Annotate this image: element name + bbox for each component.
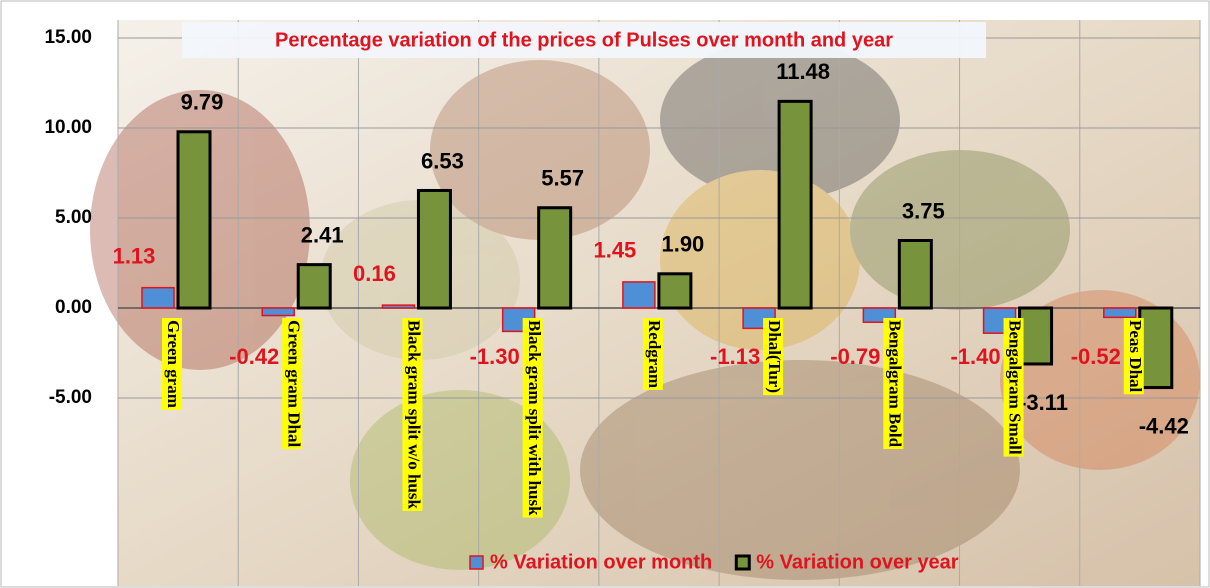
value-label: 1.13 bbox=[113, 243, 156, 268]
x-tick: Redgram bbox=[643, 318, 664, 390]
legend-swatch bbox=[470, 556, 483, 569]
x-tick-label: Black gram split with husk bbox=[525, 320, 544, 516]
chart-title: Percentage variation of the prices of Pu… bbox=[275, 29, 893, 51]
bar bbox=[418, 190, 450, 308]
value-label: 6.53 bbox=[421, 148, 464, 173]
chart: Percentage variation of the prices of Pu… bbox=[0, 0, 1210, 588]
bar bbox=[298, 265, 330, 308]
x-tick-label: Redgram bbox=[645, 320, 664, 388]
x-tick: Bengalgram Bold bbox=[883, 318, 904, 449]
bar bbox=[142, 288, 174, 308]
x-tick-label: Bengalgram Bold bbox=[885, 320, 904, 448]
bar bbox=[178, 132, 210, 308]
x-tick: Black gram split w/o husk bbox=[402, 318, 423, 511]
y-tick-label: 5.00 bbox=[55, 207, 92, 228]
value-label: 3.75 bbox=[902, 198, 945, 223]
x-tick: Bengalgram Small bbox=[1004, 318, 1025, 457]
bar bbox=[779, 101, 811, 308]
bar bbox=[382, 305, 414, 308]
x-tick: Peas Dhal bbox=[1124, 318, 1145, 394]
value-label: 0.16 bbox=[353, 261, 396, 286]
value-label: -1.13 bbox=[710, 344, 760, 369]
x-tick: Black gram split with husk bbox=[523, 318, 544, 518]
x-tick-label: Dhal(Tur) bbox=[765, 320, 784, 393]
value-label: -3.11 bbox=[1019, 390, 1068, 415]
value-label: 1.45 bbox=[593, 238, 636, 263]
value-label: 1.90 bbox=[661, 232, 704, 257]
value-label: 11.48 bbox=[776, 59, 830, 84]
value-label: -0.52 bbox=[1071, 344, 1121, 369]
value-label: 9.79 bbox=[181, 90, 224, 115]
value-label: -4.42 bbox=[1139, 413, 1189, 438]
x-tick-label: Green gram bbox=[164, 320, 183, 408]
value-label: -1.30 bbox=[470, 344, 520, 369]
value-label: 2.41 bbox=[301, 222, 344, 247]
value-label: 5.57 bbox=[541, 166, 584, 191]
bar bbox=[623, 282, 655, 308]
x-tick: Green gram Dhal bbox=[282, 318, 303, 449]
bar bbox=[659, 274, 691, 308]
y-tick-label: 0.00 bbox=[55, 297, 92, 318]
y-tick-label: -5.00 bbox=[49, 387, 92, 408]
bar bbox=[899, 241, 931, 309]
bar bbox=[1104, 308, 1136, 317]
y-tick-label: 15.00 bbox=[44, 27, 92, 48]
bar bbox=[539, 208, 571, 308]
x-tick-label: Black gram split w/o husk bbox=[405, 320, 424, 509]
legend-swatch bbox=[736, 556, 749, 569]
value-label: -0.79 bbox=[830, 344, 880, 369]
legend-label: % Variation over year bbox=[756, 551, 959, 573]
x-tick: Green gram bbox=[162, 318, 183, 410]
x-tick-label: Bengalgram Small bbox=[1006, 320, 1025, 455]
legend-label: % Variation over month bbox=[490, 551, 712, 573]
value-label: -1.40 bbox=[950, 344, 1000, 369]
x-tick-label: Peas Dhal bbox=[1126, 320, 1145, 393]
x-tick: Dhal(Tur) bbox=[763, 318, 784, 395]
y-tick-label: 10.00 bbox=[44, 117, 92, 138]
value-label: -0.42 bbox=[229, 344, 279, 369]
x-tick-label: Green gram Dhal bbox=[284, 320, 303, 447]
bar bbox=[262, 308, 294, 316]
